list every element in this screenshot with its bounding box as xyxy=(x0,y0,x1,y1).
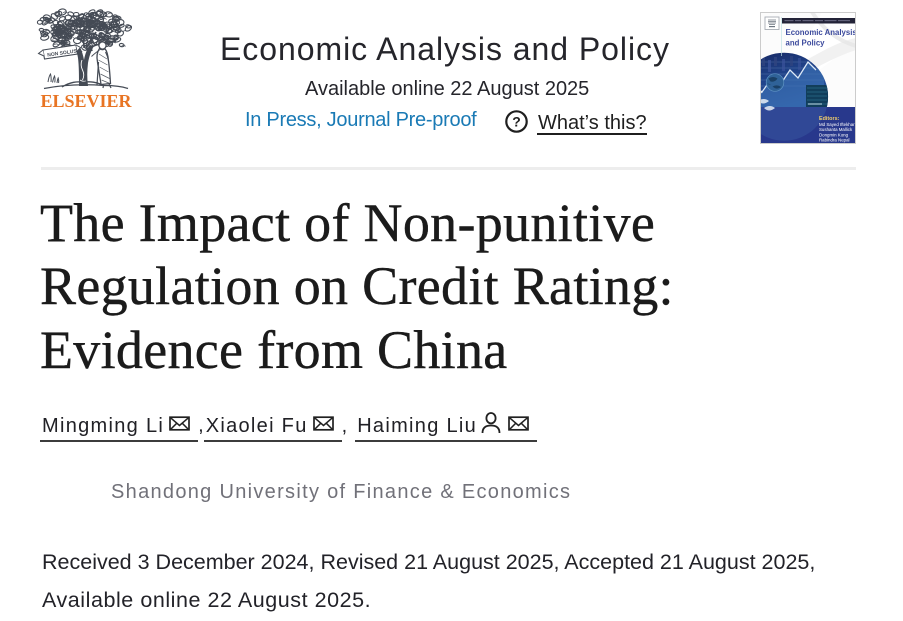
svg-text:Sushanta Mallick: Sushanta Mallick xyxy=(819,127,853,132)
svg-text:Dongmin Kong: Dongmin Kong xyxy=(819,132,849,137)
svg-text:and Policy: and Policy xyxy=(786,39,826,48)
svg-text:Md Sayed Iftekhar: Md Sayed Iftekhar xyxy=(819,122,855,127)
svg-text:Rabindra Nepal: Rabindra Nepal xyxy=(819,138,850,143)
svg-text:Editors:: Editors: xyxy=(819,116,840,122)
svg-text:NON SOLUS: NON SOLUS xyxy=(47,48,78,58)
svg-text:Economic Analysis: Economic Analysis xyxy=(786,28,857,37)
svg-text:?: ? xyxy=(512,114,521,130)
